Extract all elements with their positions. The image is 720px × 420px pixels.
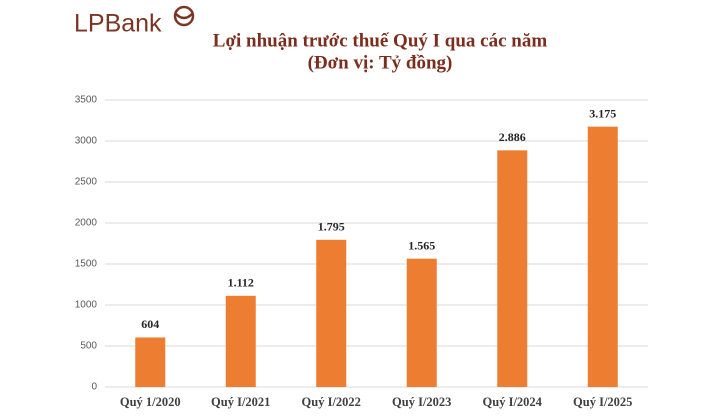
- chart-subtitle: (Đơn vị: Tỷ đồng): [308, 52, 453, 73]
- x-tick-label: Quý I/2023: [392, 395, 451, 409]
- logo: LPBank: [74, 5, 195, 38]
- x-tick-label: Quý I/2022: [302, 395, 361, 409]
- y-tick-label: 1000: [75, 300, 98, 311]
- bar: [316, 239, 347, 387]
- x-tick-label: Quý I/2024: [483, 395, 543, 409]
- chart-title: Lợi nhuận trước thuế Quý I qua các năm: [213, 30, 548, 51]
- y-tick-label: 3500: [75, 95, 98, 106]
- bar: [406, 258, 437, 387]
- logo-icon-swoosh: [175, 13, 193, 20]
- y-tick-label: 500: [80, 341, 97, 352]
- x-tick-label: Quý I/2025: [573, 395, 632, 409]
- logo-text: LPBank: [74, 10, 162, 38]
- y-tick-label: 2500: [75, 177, 98, 188]
- y-tick-label: 1500: [75, 259, 98, 270]
- value-label: 2.886: [499, 130, 526, 144]
- value-label: 1.112: [228, 276, 254, 290]
- x-tick-label: Quý 1/2020: [120, 395, 181, 409]
- bar: [225, 295, 256, 387]
- value-label: 3.175: [589, 106, 616, 120]
- value-label: 1.565: [408, 238, 435, 252]
- logo-icon: [173, 5, 195, 27]
- y-tick-label: 2000: [75, 218, 98, 229]
- x-tick-label: Quý I/2021: [211, 395, 270, 409]
- value-label: 1.795: [318, 220, 345, 234]
- bar: [497, 150, 528, 387]
- y-tick-label: 3000: [75, 136, 98, 147]
- value-label: 604: [141, 317, 159, 331]
- bar: [587, 126, 618, 388]
- y-tick-label: 0: [91, 382, 97, 393]
- bar: [135, 337, 166, 387]
